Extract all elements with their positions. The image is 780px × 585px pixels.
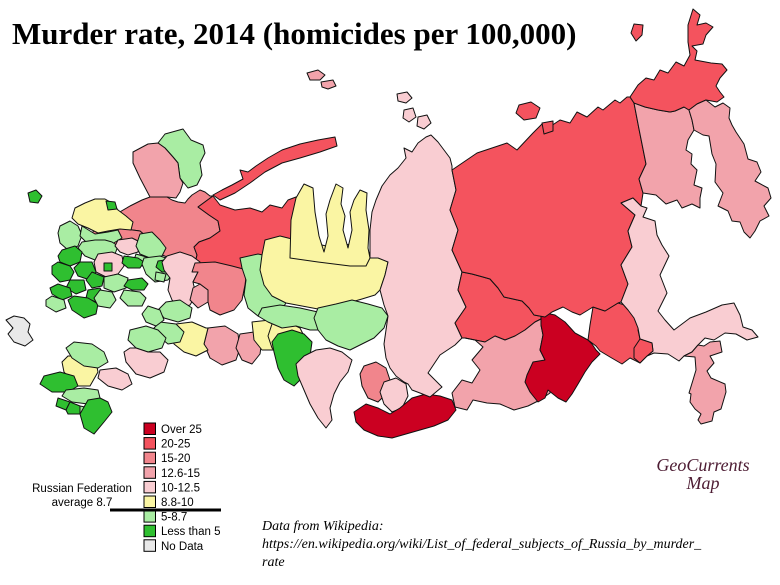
svg-text:Less than 5: Less than 5 xyxy=(161,526,220,538)
svg-text:average 8.7: average 8.7 xyxy=(52,497,113,509)
svg-text:Over 25: Over 25 xyxy=(161,424,202,436)
svg-text:Data from Wikipedia:: Data from Wikipedia: xyxy=(261,519,384,534)
svg-text:No Data: No Data xyxy=(161,541,204,553)
svg-text:https://en.wikipedia.org/wiki/: https://en.wikipedia.org/wiki/List_of_fe… xyxy=(262,537,702,552)
svg-text:Murder rate, 2014 (homicides p: Murder rate, 2014 (homicides per 100,000… xyxy=(12,16,577,51)
svg-text:Map: Map xyxy=(686,473,720,493)
svg-text:12.6-15: 12.6-15 xyxy=(161,468,200,480)
svg-text:GeoCurrents: GeoCurrents xyxy=(656,455,749,475)
svg-text:15-20: 15-20 xyxy=(161,453,190,465)
svg-text:Russian Federation: Russian Federation xyxy=(32,483,132,495)
svg-text:rate: rate xyxy=(262,555,285,570)
svg-text:5-8.7: 5-8.7 xyxy=(161,512,187,524)
svg-text:20-25: 20-25 xyxy=(161,439,190,451)
svg-text:8.8-10: 8.8-10 xyxy=(161,497,194,509)
svg-text:10-12.5: 10-12.5 xyxy=(161,482,200,494)
